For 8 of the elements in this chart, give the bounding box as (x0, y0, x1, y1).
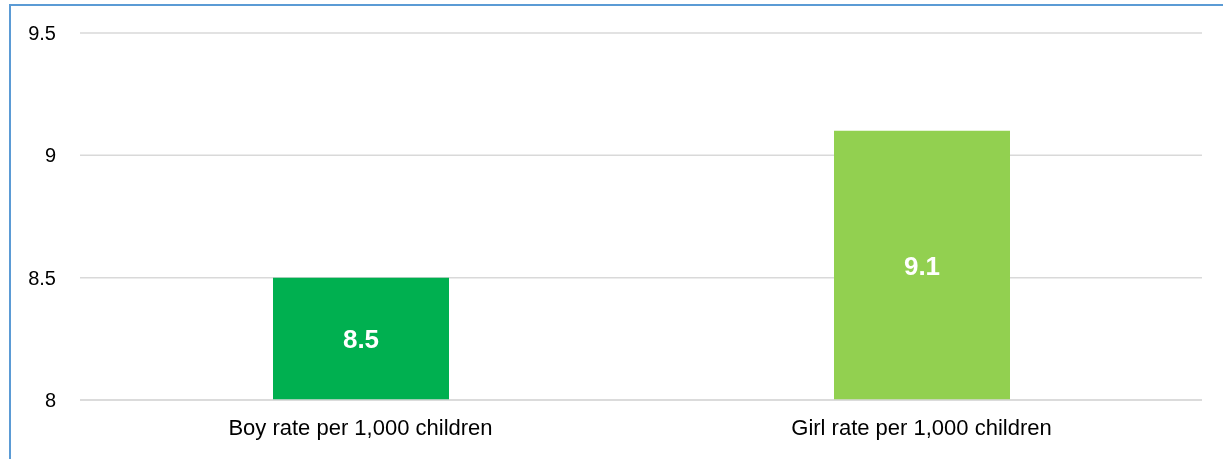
y-tick-label: 8.5 (28, 266, 56, 289)
y-tick-label: 8 (44, 389, 56, 412)
x-tick-label: Boy rate per 1,000 children (228, 414, 493, 440)
data-label: 8.5 (342, 324, 380, 355)
x-tick-label: Girl rate per 1,000 children (791, 414, 1052, 440)
y-tick-label: 9 (44, 144, 56, 167)
data-label: 9.1 (903, 250, 941, 281)
y-tick-label: 9.5 (28, 22, 56, 45)
